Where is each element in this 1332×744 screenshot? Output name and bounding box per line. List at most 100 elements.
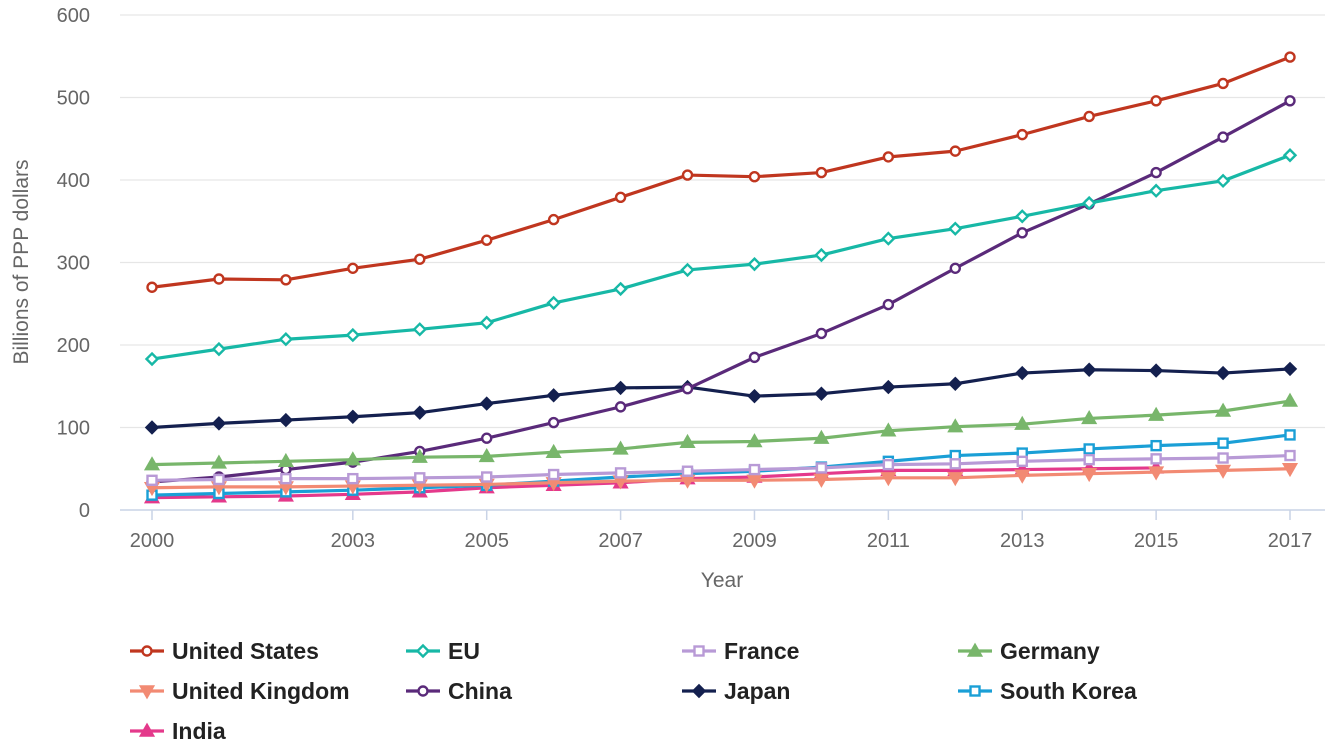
data-point [813,429,830,444]
data-point [546,295,561,311]
series-line-china [151,99,1291,484]
y-tick-label: 600 [57,5,90,27]
data-point [345,327,361,343]
data-point [1284,95,1296,107]
y-tick-labels: 0 100 200 300 400 500 600 [57,5,90,522]
legend-item-india: India [130,718,226,744]
data-point [545,443,562,458]
x-axis-title: Year [701,569,743,592]
data-point [146,281,158,293]
data-point [882,298,895,311]
data-point [1016,455,1028,468]
x-axis [120,509,1325,520]
legend: United States EU France Germany United Kingd… [130,638,1137,744]
legend-label: Japan [724,678,790,704]
data-point [347,262,359,274]
data-point [1215,173,1231,189]
data-point [1150,95,1162,107]
data-point [412,322,427,337]
data-point [679,474,696,489]
legend-marker [138,722,156,737]
x-tick-label: 2009 [732,530,777,552]
series-line-united-states [151,55,1291,289]
data-point [1217,452,1229,464]
data-point [1083,443,1095,455]
data-point [1150,453,1162,465]
legend-marker [417,685,429,697]
data-point [1217,131,1229,143]
data-point [1148,183,1164,198]
data-point [1284,51,1296,63]
legend-item-france: France [682,638,799,664]
data-point [613,380,628,396]
data-point [1081,362,1097,377]
data-point [681,169,694,181]
data-point [481,471,493,483]
data-point [479,396,494,411]
data-point [143,456,161,471]
legend-label: India [172,718,226,744]
data-point [146,474,158,486]
data-point [1148,406,1165,421]
data-point [880,422,897,437]
x-tick-label: 2017 [1268,530,1313,552]
y-gridlines [120,14,1325,429]
data-point [479,315,494,330]
legend-marker [693,645,705,657]
data-point [1016,227,1028,239]
series-line-germany [151,399,1291,467]
data-point [612,440,629,455]
legend-marker [141,645,153,657]
data-point [547,213,560,226]
legend-item-china: China [406,678,512,704]
legend-item-south-korea: South Korea [958,678,1137,704]
data-point [947,418,964,433]
data-point [947,472,964,487]
data-point [1015,365,1030,381]
data-point [481,234,493,246]
data-point [815,166,828,179]
y-tick-label: 400 [57,170,90,192]
data-point [680,262,695,278]
data-point [1016,128,1028,141]
data-point [815,327,828,340]
legend-item-united-states: United States [130,638,319,664]
data-point [748,170,761,183]
legend-marker [138,685,156,700]
data-point [144,351,160,367]
data-point [547,416,560,429]
data-point [614,191,627,204]
data-point [213,473,225,486]
data-point [1217,77,1229,90]
data-point [1281,392,1299,407]
data-point [347,472,359,485]
data-point [345,409,361,424]
data-point [949,145,961,157]
data-point [746,433,763,448]
data-point [411,448,428,463]
legend-item-united-kingdom: United Kingdom [130,678,350,704]
legend-label: South Korea [1000,678,1137,704]
data-point [1150,439,1162,452]
legend-marker [969,685,981,697]
data-point [747,256,762,272]
series-germany [143,392,1299,471]
data-point [481,432,493,444]
data-point [278,332,294,347]
data-point [814,247,829,263]
data-point [746,474,763,489]
data-point [414,253,426,265]
data-point [280,274,292,286]
data-point [412,405,427,420]
x-tick-label: 2003 [331,530,376,552]
x-tick-label: 2007 [598,530,643,552]
legend-label: United States [172,638,319,664]
data-point [679,433,696,449]
data-point [547,468,560,481]
series-line-france [151,453,1291,482]
data-point [1284,449,1296,462]
data-point [748,351,761,364]
x-tick-label: 2005 [464,530,509,552]
data-point [213,273,225,285]
data-point [278,412,294,428]
